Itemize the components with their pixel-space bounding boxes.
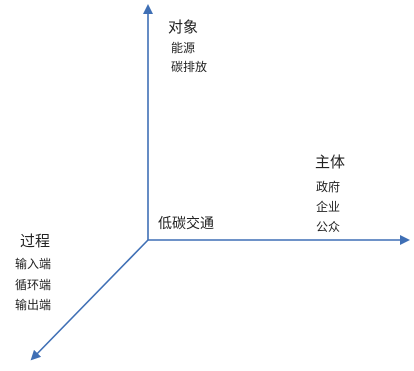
diagonal-axis-item: 输出端: [15, 298, 52, 312]
diagonal-axis-title: 过程: [20, 232, 51, 250]
vertical-axis-title: 对象: [168, 18, 199, 36]
center-label: 低碳交通: [158, 216, 214, 232]
horizontal-axis-item: 政府: [316, 180, 341, 194]
horizontal-axis-item: 公众: [316, 220, 341, 234]
diagonal-axis-item: 输入端: [15, 257, 52, 271]
vertical-axis-item: 碳排放: [171, 60, 208, 74]
vertical-axis-item: 能源: [171, 41, 196, 55]
horizontal-axis-title: 主体: [315, 153, 346, 171]
diagonal-axis-arrow: [30, 239, 149, 361]
diagonal-axis-item: 循环端: [15, 278, 52, 292]
horizontal-axis-item: 企业: [316, 200, 341, 214]
